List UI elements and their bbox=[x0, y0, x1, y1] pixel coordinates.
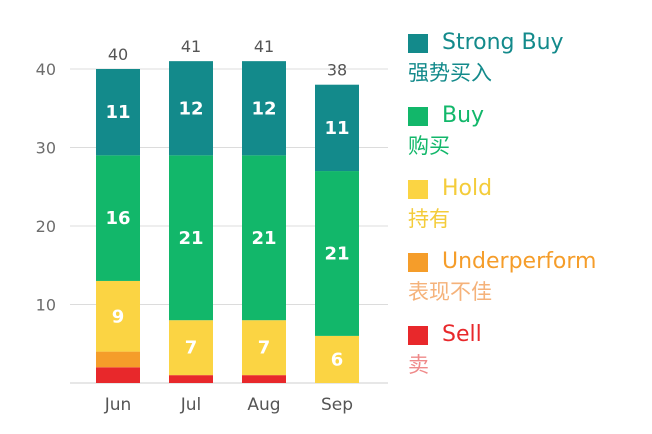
bar-jun-hold bbox=[96, 280, 140, 352]
legend-swatch-buy bbox=[408, 107, 428, 126]
legend-label-zh-strong-buy: 强势买入 bbox=[408, 61, 492, 85]
legend-label-strong-buy: Strong Buy bbox=[442, 30, 564, 55]
legend-item-sell: Sell 卖 bbox=[408, 320, 648, 393]
legend-swatch-sell bbox=[408, 326, 428, 345]
total-label-sep: 38 bbox=[327, 61, 347, 80]
bar-jul-hold bbox=[169, 320, 213, 376]
legend-swatch-hold bbox=[408, 180, 428, 199]
stacked-bar-chart: 10 20 30 40 9 16 11 40 Jun 7 21 12 41 Jul 7 21 12 41 Aug 6 2… bbox=[36, 37, 388, 415]
total-label-jul: 41 bbox=[181, 37, 201, 56]
legend-item-buy: Buy 购买 bbox=[408, 101, 648, 174]
legend-label-zh-sell: 卖 bbox=[408, 353, 429, 377]
legend-item-hold: Hold 持有 bbox=[408, 174, 648, 247]
legend-swatch-underperform bbox=[408, 253, 428, 272]
segment-label-jul-strong-buy: 12 bbox=[178, 98, 203, 119]
legend-label-buy: Buy bbox=[442, 103, 485, 128]
bar-jun-buy bbox=[96, 155, 140, 281]
segment-label-jul-hold: 7 bbox=[185, 338, 198, 359]
segment-label-aug-strong-buy: 12 bbox=[251, 98, 276, 119]
legend: Strong Buy 强势买入 Buy 购买 Hold 持有 Underperf… bbox=[408, 28, 648, 393]
segment-label-aug-hold: 7 bbox=[258, 338, 271, 359]
segment-label-sep-strong-buy: 11 bbox=[324, 118, 349, 139]
x-tick-label-sep: Sep bbox=[321, 395, 353, 415]
bar-aug-hold bbox=[242, 320, 286, 376]
segment-label-jun-strong-buy: 11 bbox=[105, 102, 130, 123]
bar-sep-strong-buy bbox=[315, 84, 359, 172]
bar-aug-sell bbox=[242, 375, 286, 383]
legend-swatch-strong-buy bbox=[408, 34, 428, 53]
bar-jun-underperform bbox=[96, 351, 140, 368]
segment-label-sep-hold: 6 bbox=[331, 349, 344, 370]
legend-label-zh-hold: 持有 bbox=[408, 207, 450, 231]
legend-label-hold: Hold bbox=[442, 176, 493, 201]
y-tick-label-40: 40 bbox=[36, 60, 56, 79]
legend-item-strong-buy: Strong Buy 强势买入 bbox=[408, 28, 648, 101]
y-tick-label-20: 20 bbox=[36, 217, 56, 236]
bar-jul-strong-buy bbox=[169, 61, 213, 156]
segment-label-aug-buy: 21 bbox=[251, 228, 276, 249]
bar-jun-sell bbox=[96, 367, 140, 383]
total-label-aug: 41 bbox=[254, 37, 274, 56]
bar-jul-buy bbox=[169, 155, 213, 321]
y-tick-label-10: 10 bbox=[36, 296, 56, 315]
legend-label-underperform: Underperform bbox=[442, 249, 597, 274]
bar-sep-hold bbox=[315, 335, 359, 383]
bar-jun-strong-buy bbox=[96, 69, 140, 156]
bar-aug-buy bbox=[242, 155, 286, 321]
x-tick-label-aug: Aug bbox=[247, 395, 280, 415]
segment-label-jun-hold: 9 bbox=[112, 306, 125, 327]
x-tick-label-jul: Jul bbox=[180, 395, 202, 415]
total-label-jun: 40 bbox=[108, 45, 128, 64]
segment-label-jun-buy: 16 bbox=[105, 208, 130, 229]
legend-item-underperform: Underperform 表现不佳 bbox=[408, 247, 648, 320]
y-tick-label-30: 30 bbox=[36, 139, 56, 158]
bar-sep-buy bbox=[315, 171, 359, 336]
segment-label-sep-buy: 21 bbox=[324, 243, 349, 264]
legend-label-zh-buy: 购买 bbox=[408, 134, 450, 158]
x-tick-label-jun: Jun bbox=[104, 395, 132, 415]
segment-label-jul-buy: 21 bbox=[178, 228, 203, 249]
bar-aug-strong-buy bbox=[242, 61, 286, 156]
bar-jul-sell bbox=[169, 375, 213, 383]
legend-label-sell: Sell bbox=[442, 322, 482, 347]
legend-label-zh-underperform: 表现不佳 bbox=[408, 280, 492, 304]
